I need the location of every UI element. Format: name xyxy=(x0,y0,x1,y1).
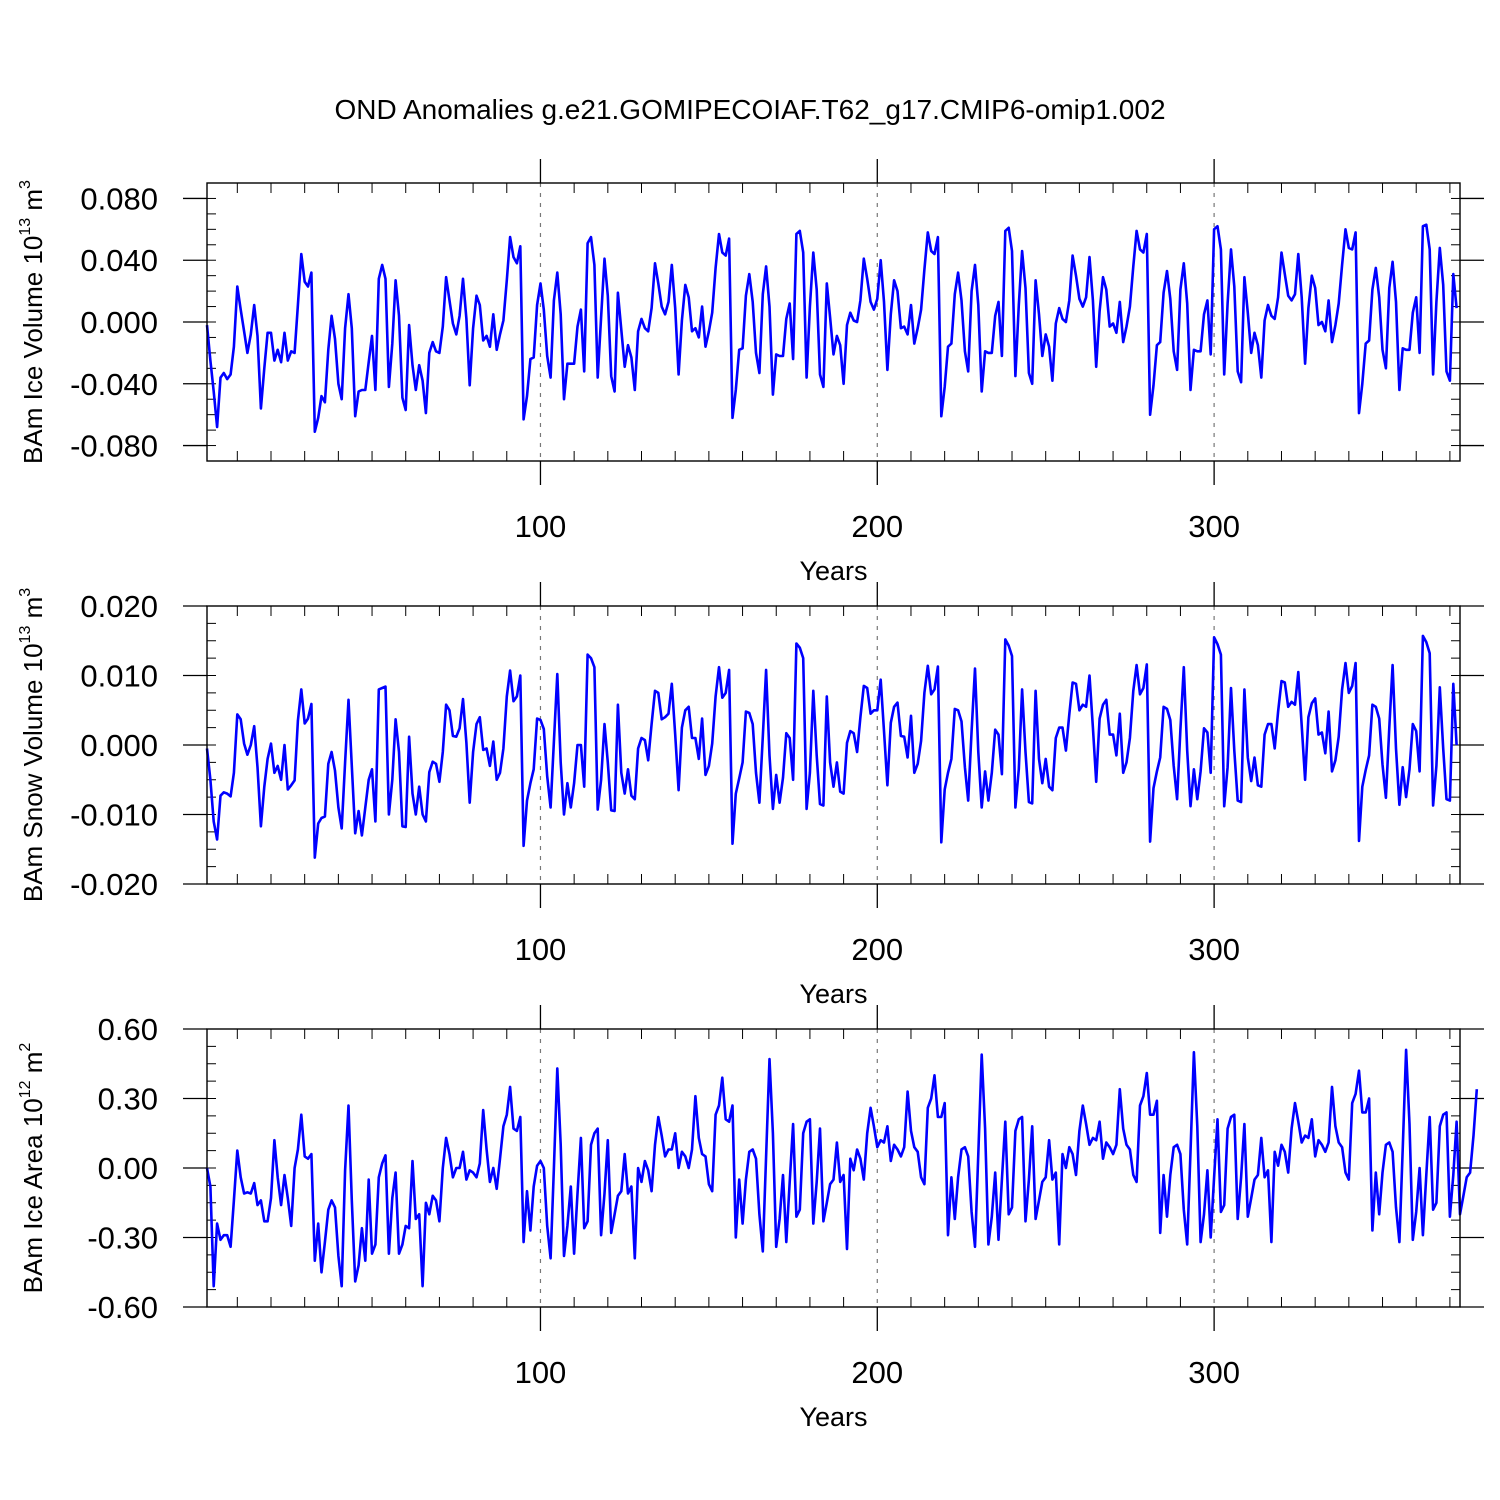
y-tick-label: 0.080 xyxy=(80,181,158,216)
x-axis-label: Years xyxy=(799,1402,867,1432)
panel-ice-area: 100 200 300 -0.60 -0.30 0.00 0.30 0.60 Years BAm … xyxy=(17,1005,1484,1432)
data-series-line xyxy=(205,223,1458,434)
x-tick-label: 200 xyxy=(851,1355,903,1390)
x-tick-label: 300 xyxy=(1188,1355,1240,1390)
y-tick-label: -0.60 xyxy=(87,1290,158,1325)
y-axis-label: BAm Snow Volume 1013 m3 xyxy=(17,588,48,902)
y-axis-label: BAm Ice Area 1012 m2 xyxy=(17,1043,48,1294)
x-tick-label: 100 xyxy=(515,932,567,967)
panel-ice-volume: 100 200 300 -0.080 -0.040 0.000 0.040 0.080 Year… xyxy=(17,159,1484,586)
x-tick-label: 300 xyxy=(1188,509,1240,544)
x-tick-label: 300 xyxy=(1188,932,1240,967)
x-tick-label: 100 xyxy=(515,1355,567,1390)
x-axis-label: Years xyxy=(799,556,867,586)
plot-frame xyxy=(206,1028,1461,1308)
y-tick-label: 0.020 xyxy=(80,589,158,624)
y-tick-label: -0.010 xyxy=(70,798,158,833)
x-tick-label: 100 xyxy=(515,509,567,544)
y-tick-label: -0.30 xyxy=(87,1221,158,1256)
data-series-line xyxy=(205,634,1458,859)
data-series-line xyxy=(205,1048,1479,1288)
y-tick-label: -0.080 xyxy=(70,429,158,464)
y-tick-label: 0.040 xyxy=(80,243,158,278)
y-tick-label: 0.000 xyxy=(80,728,158,763)
x-tick-label: 200 xyxy=(851,509,903,544)
y-tick-label: -0.020 xyxy=(70,867,158,902)
y-tick-label: -0.040 xyxy=(70,367,158,402)
y-tick-label: 0.010 xyxy=(80,659,158,694)
figure-title: OND Anomalies g.e21.GOMIPECOIAF.T62_g17.… xyxy=(334,94,1165,125)
x-tick-label: 200 xyxy=(851,932,903,967)
panel-snow-volume: 100 200 300 -0.020 -0.010 0.000 0.010 0.020 Year… xyxy=(17,582,1484,1009)
y-tick-label: 0.60 xyxy=(98,1012,158,1047)
y-tick-label: 0.00 xyxy=(98,1151,158,1186)
y-tick-label: 0.30 xyxy=(98,1082,158,1117)
y-tick-label: 0.000 xyxy=(80,305,158,340)
plot-frame xyxy=(206,605,1461,885)
y-axis-label: BAm Ice Volume 1013 m3 xyxy=(17,180,48,464)
plot-frame xyxy=(206,182,1461,462)
x-axis-label: Years xyxy=(799,979,867,1009)
